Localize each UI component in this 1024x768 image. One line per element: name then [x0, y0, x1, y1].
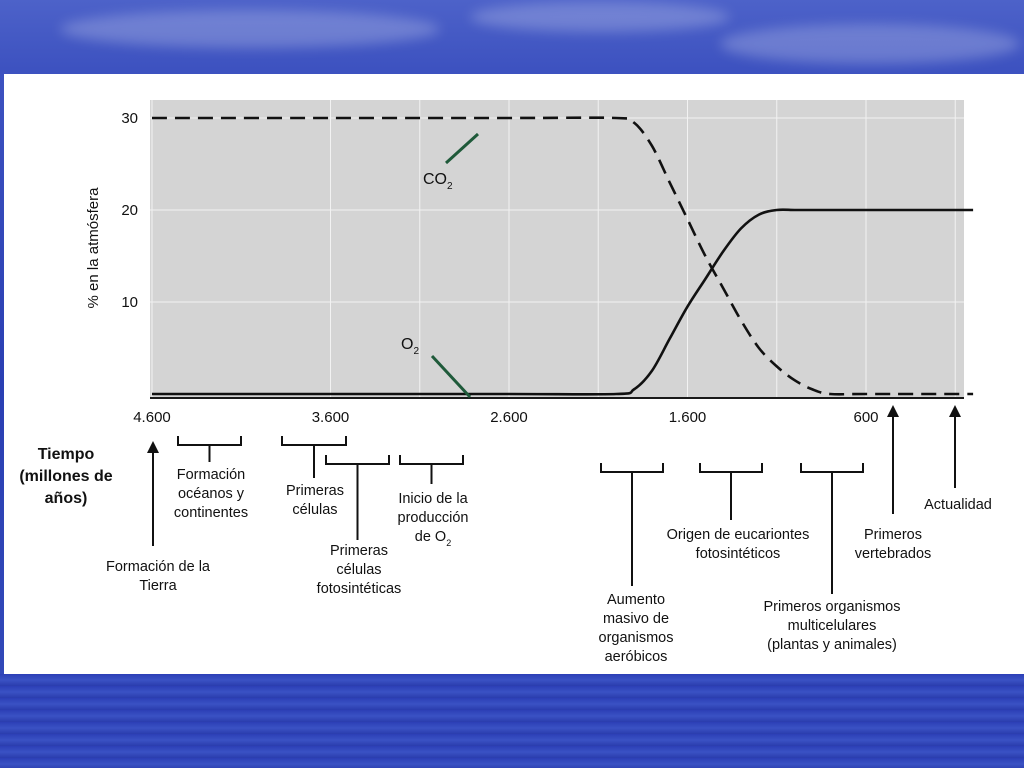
x-tick-label: 4.600 [133, 409, 171, 426]
annotation-inicio-produccion-o2: Inicio de la producción de O2 [398, 491, 469, 548]
timeline-bracket [399, 455, 464, 484]
series-label-co2: CO2 [423, 132, 480, 192]
co2-pointer [444, 132, 480, 165]
svg-text:Tiempo: Tiempo [38, 446, 95, 463]
water-background [0, 674, 1024, 768]
timeline-bracket [281, 436, 347, 478]
series-label-o2: O2 [401, 336, 472, 399]
timeline-arrow [887, 405, 899, 514]
series-group [152, 116, 974, 396]
timeline-arrow [949, 405, 961, 488]
sky-cloud [470, 2, 730, 32]
timeline-bracket [600, 463, 664, 586]
y-axis-label: % en la atmósfera [85, 187, 102, 309]
y-tick-label: 10 [121, 294, 138, 311]
svg-text:CO2: CO2 [423, 171, 453, 192]
series-line-co2 [152, 116, 974, 396]
timeline-bracket [325, 455, 390, 540]
svg-text:años): años) [45, 490, 88, 507]
annotation-formacion-oceanos: Formación océanos y continentes [174, 467, 248, 521]
x-tick-label: 2.600 [490, 409, 528, 426]
annotation-primeras-celulas: Primeras células [286, 483, 344, 518]
annotation-primeros-vertebrados: Primeros vertebrados [855, 527, 932, 562]
annotation-primeras-celulas-fotosinteticas: Primeras células fotosintéticas [317, 543, 402, 597]
timeline-bracket [177, 436, 242, 462]
series-line-o2 [152, 208, 974, 396]
y-tick-label: 30 [121, 110, 138, 127]
sky-cloud [720, 24, 1020, 64]
x-tick-label: 600 [853, 409, 878, 426]
plot-area [150, 100, 964, 398]
annotation-actualidad: Actualidad [924, 497, 992, 513]
sky-cloud [60, 10, 440, 48]
x-tick-label: 3.600 [312, 409, 350, 426]
annotation-origen-eucariontes: Origen de eucariontes fotosintéticos [667, 527, 810, 562]
timeline-bracket [800, 463, 864, 594]
annotation-formacion-tierra: Formación de la Tierra [106, 559, 211, 594]
annotation-primeros-multicelulares: Primeros organismos multicelulares (planta… [764, 599, 901, 653]
x-tick-label: 1.600 [669, 409, 707, 426]
svg-text:(millones de: (millones de [19, 468, 112, 485]
annotation-aumento-organismos-aerobicos: Aumento masivo de organismos aeróbicos [599, 592, 674, 665]
x-axis-title: Tiempo (millones de años) [19, 446, 112, 507]
svg-text:O2: O2 [401, 336, 419, 357]
axis-ticks: 30 20 10 4.600 3.600 2.600 1.600 600 [121, 110, 878, 426]
timeline-bracket [699, 463, 763, 520]
timeline-arrow [147, 441, 159, 546]
y-tick-label: 20 [121, 202, 138, 219]
o2-pointer [430, 354, 472, 399]
